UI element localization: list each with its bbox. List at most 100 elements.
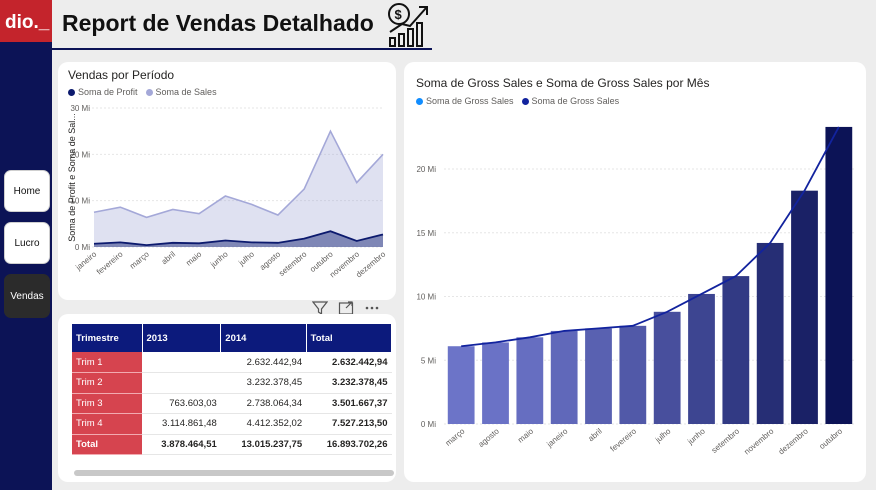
total-cell-2013: 3.878.464,51 bbox=[142, 433, 221, 455]
sales-matrix-card[interactable]: Trimestre 2013 2014 Total Trim 1 2.632.4… bbox=[58, 314, 396, 482]
x-tick-label: fevereiro bbox=[95, 249, 125, 276]
legend-gross-sales-line-label: Soma de Gross Sales bbox=[531, 96, 620, 106]
cell-2014: 2.632.442,94 bbox=[220, 352, 307, 373]
cell-2013: 3.114.861,48 bbox=[142, 413, 221, 435]
series-line-sales bbox=[93, 129, 384, 219]
x-tick-label: setembro bbox=[277, 249, 309, 278]
table-row: Trim 2 3.232.378,45 3.232.378,45 bbox=[72, 372, 392, 394]
bar bbox=[482, 342, 509, 424]
x-tick-label: fevereiro bbox=[608, 426, 638, 453]
cell-total: 3.232.378,45 bbox=[306, 372, 392, 394]
legend-gross-sales-bar-dot bbox=[416, 97, 423, 105]
x-tick-label: julho bbox=[653, 426, 673, 445]
y-tick-label: 0 Mi bbox=[75, 243, 90, 252]
total-cell-total: 16.893.702,26 bbox=[306, 433, 392, 455]
legend-sales-dot bbox=[145, 88, 153, 96]
more-options-icon[interactable] bbox=[364, 300, 380, 316]
bar bbox=[825, 126, 853, 425]
bar bbox=[550, 330, 578, 424]
y-tick-label: 20 Mi bbox=[416, 165, 436, 174]
cell-2013: 763.603,03 bbox=[142, 393, 221, 414]
legend-sales[interactable]: Soma de Sales bbox=[145, 87, 217, 97]
legend-profit-dot bbox=[68, 88, 75, 96]
bar bbox=[447, 346, 475, 424]
cell-2014: 4.412.352,02 bbox=[220, 413, 307, 435]
bar bbox=[653, 311, 681, 424]
matrix-header-2014[interactable]: 2014 bbox=[220, 324, 307, 352]
gross-sales-line bbox=[461, 126, 840, 348]
y-tick-label: 10 Mi bbox=[70, 197, 90, 206]
x-tick-label: dezembro bbox=[354, 249, 387, 279]
table-row: Trim 3 763.603,03 2.738.064,34 3.501.667… bbox=[72, 393, 392, 414]
bar bbox=[688, 293, 715, 424]
y-tick-label: 5 Mi bbox=[421, 356, 436, 365]
total-row-header: Total bbox=[72, 433, 142, 455]
title-underline bbox=[52, 48, 432, 50]
x-tick-label: março bbox=[128, 249, 151, 271]
y-tick-label: 20 Mi bbox=[70, 150, 90, 159]
x-tick-label: agosto bbox=[477, 426, 502, 449]
nav-vendas-button[interactable]: Vendas bbox=[4, 274, 50, 318]
monthly-chart-card[interactable]: Soma de Gross Sales e Soma de Gross Sale… bbox=[404, 62, 866, 482]
svg-text:$: $ bbox=[395, 7, 403, 22]
period-chart-card[interactable]: Vendas por Período Soma de Profit Soma d… bbox=[58, 62, 396, 300]
nav-lucro-button[interactable]: Lucro bbox=[4, 222, 50, 264]
series-area-sales bbox=[94, 131, 383, 247]
y-tick-label: 15 Mi bbox=[416, 229, 436, 238]
table-row: Trim 1 2.632.442,94 2.632.442,94 bbox=[72, 352, 392, 373]
matrix-header-2013[interactable]: 2013 bbox=[142, 324, 222, 352]
cell-2013 bbox=[142, 372, 221, 394]
y-axis-title: Soma de Profit e Soma de Sal... bbox=[67, 113, 77, 242]
cell-total: 7.527.213,50 bbox=[306, 413, 392, 435]
nav-home-label: Home bbox=[13, 185, 41, 197]
nav-home-button[interactable]: Home bbox=[4, 170, 50, 212]
cell-2013 bbox=[142, 352, 221, 373]
bar bbox=[756, 242, 784, 424]
row-header: Trim 4 bbox=[72, 413, 142, 435]
total-cell-2014: 13.015.237,75 bbox=[220, 433, 307, 455]
matrix-header-row: Trimestre 2013 2014 Total bbox=[72, 324, 393, 352]
dio-logo: dio._ bbox=[0, 0, 52, 42]
cell-total: 2.632.442,94 bbox=[306, 352, 392, 373]
x-tick-label: março bbox=[444, 426, 467, 448]
series-line-profit bbox=[93, 230, 384, 247]
row-header: Trim 3 bbox=[72, 393, 142, 414]
y-tick-label: 30 Mi bbox=[70, 104, 90, 113]
x-tick-label: maio bbox=[184, 249, 203, 267]
matrix-header-total[interactable]: Total bbox=[306, 324, 393, 352]
table-row: Trim 4 3.114.861,48 4.412.352,02 7.527.2… bbox=[72, 413, 392, 435]
period-chart-title: Vendas por Período bbox=[68, 68, 175, 82]
x-tick-label: janeiro bbox=[545, 426, 570, 449]
y-tick-label: 10 Mi bbox=[416, 293, 436, 302]
x-tick-label: julho bbox=[236, 249, 256, 268]
report-header: Report de Vendas Detalhado $ bbox=[52, 0, 876, 52]
cell-2014: 3.232.378,45 bbox=[220, 372, 307, 394]
bar bbox=[722, 276, 750, 424]
row-header: Trim 1 bbox=[72, 352, 142, 373]
x-tick-label: setembro bbox=[710, 426, 742, 455]
legend-profit[interactable]: Soma de Profit bbox=[68, 87, 138, 97]
legend-gross-sales-line[interactable]: Soma de Gross Sales bbox=[521, 96, 620, 106]
legend-profit-label: Soma de Profit bbox=[78, 87, 138, 97]
total-row: Total 3.878.464,51 13.015.237,75 16.893.… bbox=[72, 433, 392, 455]
monthly-bar-chart[interactable]: 0 Mi 5 Mi 10 Mi 15 Mi 20 Mi março agosto maio ja… bbox=[404, 62, 866, 482]
sales-matrix-table: Trimestre 2013 2014 Total Trim 1 2.632.4… bbox=[72, 324, 393, 455]
dio-logo-mark: dio._ bbox=[5, 12, 50, 33]
period-chart-legend: Soma de Profit Soma de Sales bbox=[68, 87, 217, 97]
x-tick-label: maio bbox=[516, 426, 535, 444]
logo-text: dio._ bbox=[5, 12, 50, 33]
matrix-horizontal-scrollbar[interactable] bbox=[74, 470, 394, 476]
nav-lucro-label: Lucro bbox=[14, 237, 40, 249]
legend-gross-sales-line-dot bbox=[521, 97, 529, 105]
cell-total: 3.501.667,37 bbox=[306, 393, 392, 414]
monthly-chart-title: Soma de Gross Sales e Soma de Gross Sale… bbox=[416, 76, 710, 90]
matrix-header-trimestre[interactable]: Trimestre bbox=[72, 324, 143, 352]
cell-2014: 2.738.064,34 bbox=[220, 393, 307, 414]
y-tick-label: 0 Mi bbox=[421, 420, 436, 429]
x-tick-label: abril bbox=[586, 426, 604, 443]
bar bbox=[516, 337, 544, 424]
legend-gross-sales-bar[interactable]: Soma de Gross Sales bbox=[416, 96, 514, 106]
x-tick-label: junho bbox=[208, 249, 230, 269]
bar bbox=[585, 328, 612, 424]
